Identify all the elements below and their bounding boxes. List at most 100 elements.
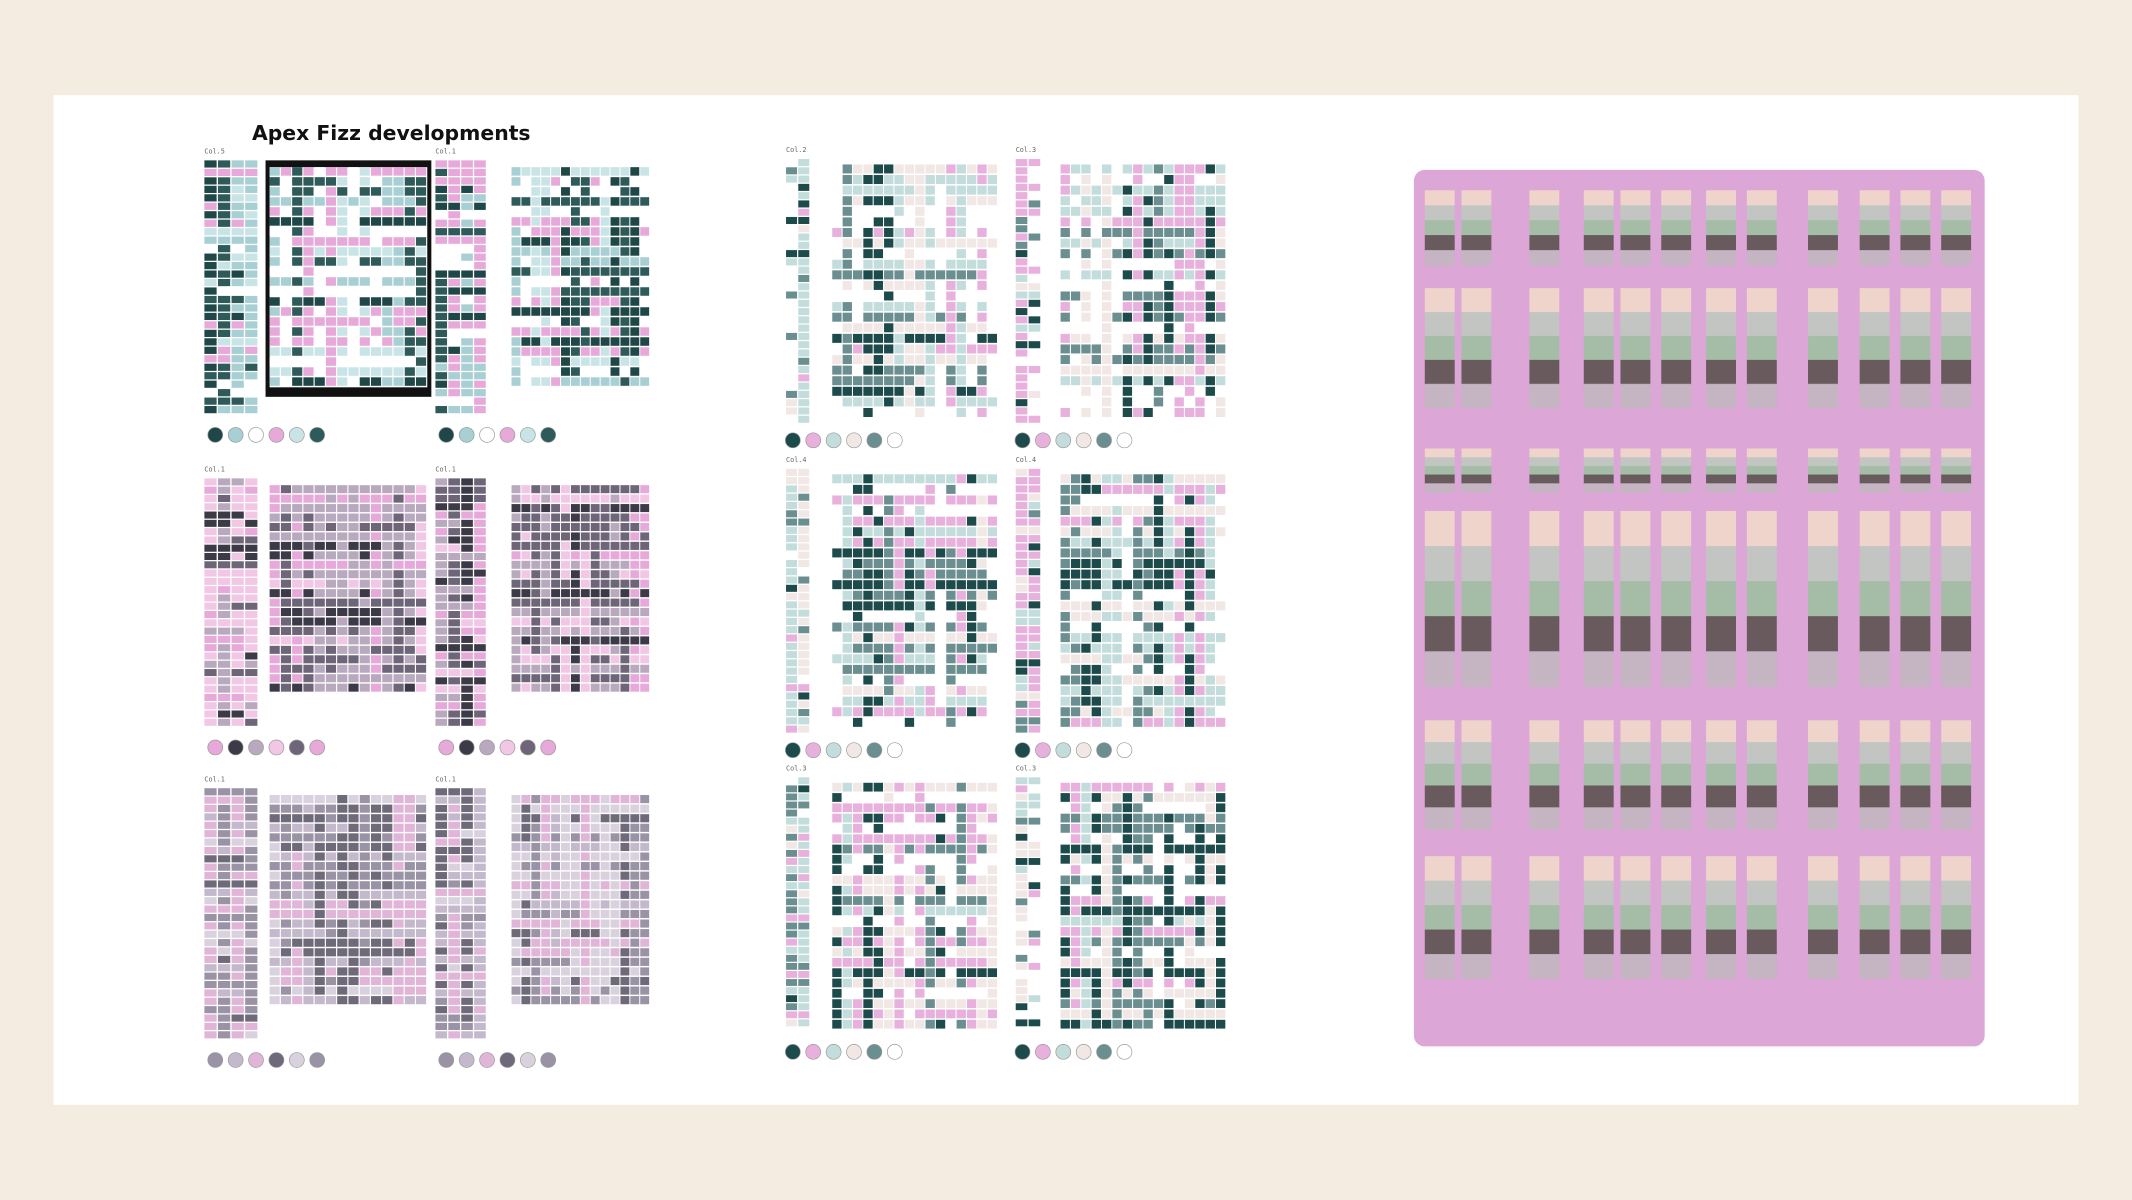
weave-cell	[245, 270, 258, 278]
weave-cell	[551, 347, 561, 356]
weave-cell	[786, 493, 798, 501]
color-dot	[1116, 742, 1133, 758]
weave-cell	[1174, 164, 1184, 174]
weave-cell	[786, 1019, 798, 1027]
weave-cell	[1216, 548, 1226, 558]
weave-cell	[1205, 495, 1215, 505]
weave-cell	[977, 407, 987, 417]
weave-cell	[325, 842, 337, 852]
weave-cell	[935, 355, 946, 365]
weave-cell	[1122, 259, 1133, 269]
weave-cell	[461, 478, 473, 486]
weave-cell	[337, 598, 348, 607]
weave-cell	[630, 795, 640, 804]
weave-cell	[798, 890, 810, 898]
weave-cell	[956, 376, 966, 386]
weave-cell	[474, 702, 486, 710]
weave-cell	[382, 626, 393, 635]
weave-cell	[798, 700, 810, 708]
weave-cell	[956, 896, 966, 905]
weave-cell	[935, 1019, 946, 1029]
weave-cell	[640, 560, 650, 569]
weave-cell	[337, 814, 348, 823]
weave-cell	[231, 905, 244, 913]
weave-cell	[884, 249, 894, 259]
weave-cell	[292, 177, 303, 186]
weave-cell	[1195, 185, 1205, 195]
weave-cell	[416, 664, 427, 673]
weave-cell	[461, 930, 473, 938]
weave-cell	[1081, 280, 1091, 290]
weave-cell	[204, 202, 217, 210]
weave-cell	[798, 987, 810, 995]
weave-cell	[786, 898, 798, 906]
weave-cell	[474, 922, 486, 930]
weave-cell	[956, 968, 966, 978]
weave-cell	[231, 880, 244, 888]
weave-cell	[521, 655, 531, 664]
weave-cell	[610, 504, 620, 513]
weave-cell	[1102, 196, 1112, 206]
weave-cell	[904, 717, 915, 727]
weave-cell	[337, 842, 348, 852]
weave-cell	[640, 187, 650, 196]
weave-cell	[1174, 664, 1184, 674]
weave-cell	[404, 938, 415, 947]
weave-cell	[435, 813, 448, 821]
weave-cell	[852, 397, 863, 407]
weave-cell	[404, 862, 415, 871]
weave-cell	[1102, 206, 1112, 216]
weave-cell	[1122, 206, 1133, 216]
weave-cell	[448, 503, 460, 511]
weave-cell	[245, 586, 258, 594]
weave-cell	[314, 217, 325, 226]
weave-cell	[925, 957, 935, 967]
weave-cell	[1028, 559, 1041, 567]
weave-cell	[1205, 484, 1215, 494]
weave-cell	[521, 570, 531, 579]
weave-cell	[1091, 386, 1101, 396]
weave-cell	[1015, 241, 1028, 249]
color-dot	[1116, 432, 1133, 449]
weave-cell	[416, 683, 427, 692]
weave-cell	[531, 986, 541, 995]
weave-cell	[966, 527, 977, 537]
weave-cell	[1015, 922, 1028, 930]
weave-cell	[269, 645, 280, 654]
weave-cell	[292, 257, 303, 266]
weave-cell	[511, 617, 521, 626]
weave-cell	[966, 312, 977, 322]
weave-cell	[904, 896, 915, 905]
weave-cell	[915, 906, 925, 916]
weave-cell	[1060, 633, 1070, 643]
weave-cell	[245, 211, 258, 219]
weave-cell	[570, 919, 580, 928]
weave-cell	[873, 238, 884, 248]
weave-cell	[531, 217, 541, 226]
weave-cell	[600, 909, 610, 919]
weave-cell	[590, 197, 600, 206]
weave-cell	[640, 938, 650, 947]
weave-cell	[956, 633, 966, 643]
weave-cell	[325, 287, 337, 296]
weave-cell	[1164, 580, 1174, 590]
weave-cell	[269, 636, 280, 645]
weave-cell	[292, 317, 303, 326]
weave-cell	[393, 560, 404, 569]
weave-cell	[337, 277, 348, 286]
weave-cell	[325, 890, 337, 899]
weave-cell	[1216, 664, 1226, 674]
weave-cell	[1122, 291, 1133, 301]
weave-cell	[280, 645, 292, 654]
title: Apex Fizz developments	[252, 121, 531, 145]
weave-cell	[521, 167, 531, 176]
weave-cell	[521, 881, 531, 890]
weave-cell	[551, 327, 561, 336]
weave-cell	[863, 302, 873, 312]
weave-cell	[873, 1019, 884, 1029]
weave-cell	[580, 608, 590, 617]
weave-cell	[461, 406, 473, 414]
weave-cell	[873, 185, 884, 195]
weave-cell	[435, 253, 448, 261]
weave-cell	[873, 937, 884, 947]
